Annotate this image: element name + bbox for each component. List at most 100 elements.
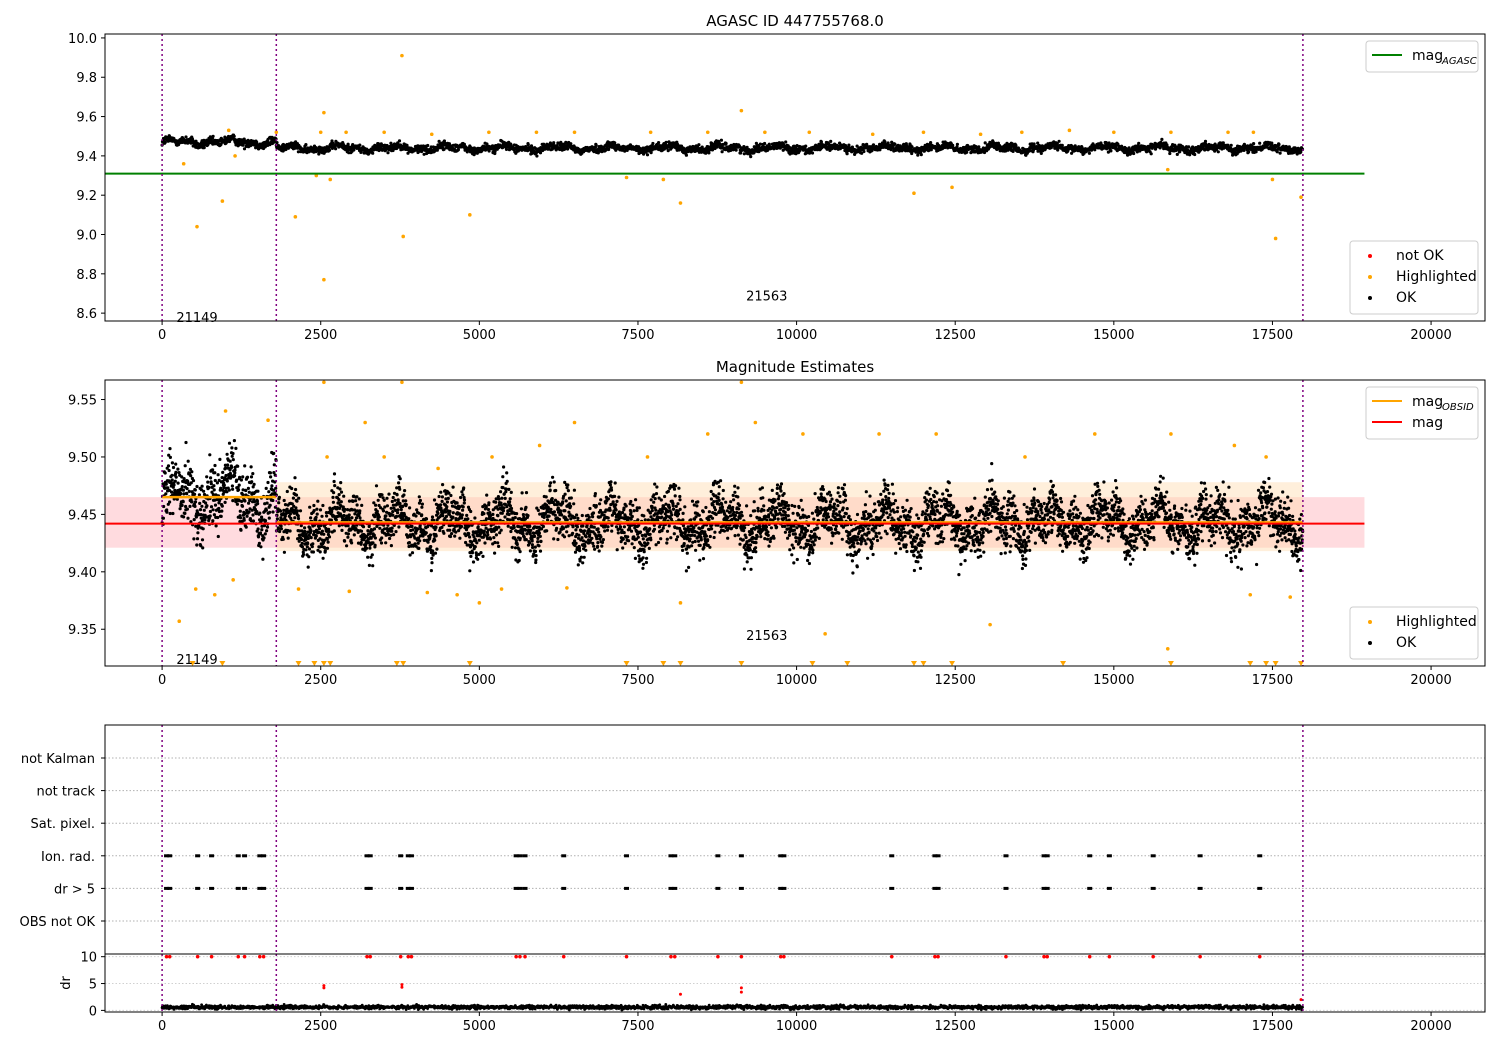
ok-point (171, 465, 176, 470)
ok-point (566, 147, 570, 151)
ok-point (430, 561, 434, 565)
ok-point (376, 498, 380, 502)
ok-point (508, 497, 512, 501)
ok-point (307, 555, 311, 559)
ok-point (201, 527, 205, 531)
ok-point (410, 551, 415, 555)
ok-point (170, 461, 174, 465)
ok-point (170, 473, 174, 477)
ok-point (440, 525, 444, 530)
ok-point (330, 146, 334, 150)
highlighted-point (322, 277, 326, 282)
ok-point (391, 513, 395, 517)
ok-point (424, 531, 428, 535)
ok-point (486, 533, 490, 537)
ok-point (314, 534, 318, 538)
ok-point (358, 143, 362, 147)
ok-point (275, 141, 279, 145)
ok-point (355, 495, 359, 499)
chart-title: AGASC ID 447755768.0 (706, 12, 884, 30)
ok-point (303, 526, 307, 530)
ok-point (847, 143, 851, 147)
ok-point (451, 485, 455, 489)
ok-point (473, 516, 477, 520)
ok-point (208, 514, 212, 518)
ok-point (385, 504, 389, 508)
ok-point (526, 514, 530, 518)
ok-point (282, 550, 286, 554)
y-tick-label: 10.0 (68, 32, 97, 47)
ok-point (306, 541, 310, 546)
ok-point (398, 487, 402, 491)
ok-point (337, 524, 341, 528)
ok-point (500, 496, 504, 500)
highlighted-point (274, 130, 279, 135)
ok-point (322, 532, 326, 536)
ok-point (517, 558, 521, 563)
ok-point (382, 498, 386, 502)
x-tick-label: 20000 (1410, 328, 1451, 343)
ok-point (298, 509, 303, 513)
ok-point (429, 545, 433, 549)
ok-point (255, 140, 259, 144)
ok-point (245, 475, 250, 479)
ok-point (354, 499, 358, 503)
ok-point (1175, 152, 1179, 156)
ok-point (256, 502, 260, 506)
ok-point (526, 143, 530, 147)
ok-point (569, 142, 573, 146)
ok-point (297, 496, 301, 500)
ok-point (182, 515, 186, 519)
ok-point (192, 518, 196, 522)
ok-point (372, 527, 377, 531)
highlighted-point (921, 130, 926, 135)
ok-point (368, 546, 372, 550)
ok-point (1278, 151, 1282, 155)
ok-point (1132, 151, 1136, 156)
ok-point (352, 533, 356, 537)
ok-point (230, 465, 234, 469)
ok-point (865, 142, 869, 146)
ok-point (236, 464, 240, 468)
ok-point (225, 479, 229, 483)
ok-point (202, 146, 206, 150)
ok-point (439, 503, 443, 507)
highlighted-point (678, 201, 683, 205)
ok-point (325, 514, 329, 518)
ok-point (279, 527, 283, 531)
highlighted-point (487, 130, 491, 135)
highlighted-point (401, 234, 406, 239)
ok-point (724, 141, 728, 146)
highlighted-point (328, 177, 333, 182)
ok-point (178, 507, 182, 511)
ok-point (470, 551, 474, 555)
ok-point (182, 492, 186, 496)
ok-point (274, 486, 278, 490)
ok-point (193, 500, 198, 504)
ok-point (684, 153, 689, 157)
ok-point (366, 555, 370, 559)
ok-point (494, 533, 498, 537)
highlighted-point (661, 177, 666, 182)
ok-point (231, 487, 235, 491)
ok-point (433, 551, 438, 555)
ok-point (281, 537, 285, 541)
highlighted-point (344, 130, 348, 135)
ok-point (332, 491, 336, 495)
ok-point (200, 538, 205, 542)
ok-point (307, 547, 312, 551)
ok-point (450, 532, 454, 536)
ok-point (234, 446, 238, 450)
highlighted-point (468, 213, 472, 217)
ok-point (509, 490, 513, 494)
ok-point (332, 529, 336, 533)
ok-point (314, 515, 318, 520)
ok-point (468, 535, 472, 539)
ok-point (469, 509, 473, 514)
ok-point (508, 518, 512, 522)
ok-point (264, 508, 268, 512)
ok-point (306, 536, 310, 541)
highlighted-point (195, 224, 199, 229)
ok-point (384, 514, 388, 518)
